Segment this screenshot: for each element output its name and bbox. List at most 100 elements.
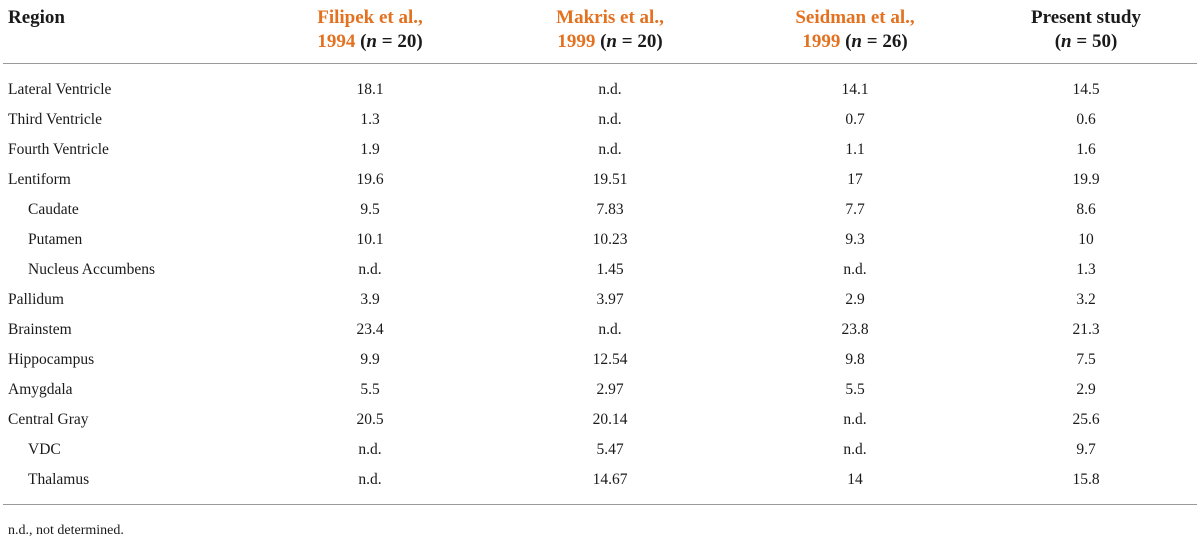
seidman-value-cell: 17 (847, 171, 863, 188)
present-study-value-cell: 19.9 (1072, 171, 1100, 188)
makris-n-value: = 20) (621, 31, 663, 52)
region-cell: Amygdala (8, 381, 73, 398)
seidman-value-cell: n.d. (843, 441, 867, 458)
seidman-value-cell: 7.7 (845, 201, 865, 218)
volume-comparison-table: Region Filipek et al., 1994 (n = 20) Mak… (3, 0, 1197, 505)
makris-value-cell: 7.83 (596, 201, 624, 218)
filipek-column-header: Filipek et al., 1994 (n = 20) (317, 7, 423, 52)
present-study-value-cell: 9.7 (1076, 441, 1096, 458)
seidman-value-cell: n.d. (843, 411, 867, 428)
present-study-value-cell: 1.6 (1076, 141, 1096, 158)
filipek-value-cell: 10.1 (356, 231, 384, 248)
table-row: Pallidum 3.9 3.97 2.9 3.2 (3, 284, 1197, 314)
filipek-value-cell: n.d. (358, 441, 382, 458)
filipek-value-cell: 5.5 (360, 381, 380, 398)
present-study-value-cell: 8.6 (1076, 201, 1096, 218)
region-cell: Hippocampus (8, 351, 95, 368)
makris-value-cell: 2.97 (596, 381, 624, 398)
makris-value-cell: n.d. (598, 81, 622, 98)
table-row: VDC n.d. 5.47 n.d. 9.7 (3, 434, 1197, 464)
filipek-reference-year[interactable]: 1994 (317, 31, 356, 52)
makris-reference-link[interactable]: Makris et al., (556, 7, 664, 28)
filipek-value-cell: n.d. (358, 261, 382, 278)
table-row: Caudate 9.5 7.83 7.7 8.6 (3, 194, 1197, 224)
region-column-header: Region (8, 7, 65, 28)
filipek-value-cell: 1.9 (360, 141, 380, 158)
makris-reference-year[interactable]: 1999 (557, 31, 596, 52)
present-study-n-label: n (1061, 31, 1072, 52)
region-cell: Central Gray (8, 411, 89, 428)
seidman-value-cell: n.d. (843, 261, 867, 278)
filipek-value-cell: 9.5 (360, 201, 380, 218)
present-study-n-value: = 50) (1076, 31, 1118, 52)
filipek-n-value: = 20) (381, 31, 423, 52)
table-row: Lentiform 19.6 19.51 17 19.9 (3, 164, 1197, 194)
table-header: Region Filipek et al., 1994 (n = 20) Mak… (3, 0, 1197, 64)
table-row: Lateral Ventricle 18.1 n.d. 14.1 14.5 (3, 64, 1197, 105)
seidman-value-cell: 23.8 (841, 321, 869, 338)
makris-value-cell: 20.14 (592, 411, 628, 428)
filipek-value-cell: 3.9 (360, 291, 380, 308)
filipek-value-cell: n.d. (358, 471, 382, 488)
table-row: Fourth Ventricle 1.9 n.d. 1.1 1.6 (3, 134, 1197, 164)
filipek-value-cell: 18.1 (356, 81, 384, 98)
region-cell: Third Ventricle (8, 111, 102, 128)
filipek-value-cell: 1.3 (360, 111, 380, 128)
filipek-value-cell: 23.4 (356, 321, 384, 338)
present-study-value-cell: 10 (1078, 231, 1094, 248)
seidman-reference-year[interactable]: 1999 (802, 31, 841, 52)
seidman-column-header: Seidman et al., 1999 (n = 26) (795, 7, 915, 52)
table-row: Brainstem 23.4 n.d. 23.8 21.3 (3, 314, 1197, 344)
region-cell: VDC (28, 441, 61, 458)
table-row: Hippocampus 9.9 12.54 9.8 7.5 (3, 344, 1197, 374)
present-study-value-cell: 2.9 (1076, 381, 1096, 398)
filipek-n-label: n (366, 31, 377, 52)
region-cell: Pallidum (8, 291, 64, 308)
makris-value-cell: 3.97 (596, 291, 624, 308)
seidman-value-cell: 9.3 (845, 231, 865, 248)
filipek-reference-link[interactable]: Filipek et al., (317, 7, 423, 28)
region-cell: Nucleus Accumbens (28, 261, 155, 278)
makris-value-cell: 12.54 (592, 351, 628, 368)
makris-column-header: Makris et al., 1999 (n = 20) (556, 7, 664, 52)
present-study-column-header: Present study (n = 50) (1031, 7, 1141, 52)
present-study-title: Present study (1031, 7, 1141, 28)
present-study-value-cell: 7.5 (1076, 351, 1096, 368)
table-row: Putamen 10.1 10.23 9.3 10 (3, 224, 1197, 254)
present-study-value-cell: 0.6 (1076, 111, 1096, 128)
present-study-value-cell: 15.8 (1072, 471, 1100, 488)
makris-value-cell: 10.23 (592, 231, 628, 248)
seidman-reference-link[interactable]: Seidman et al., (795, 7, 915, 28)
table-row: Nucleus Accumbens n.d. 1.45 n.d. 1.3 (3, 254, 1197, 284)
region-cell: Putamen (28, 231, 83, 248)
present-study-value-cell: 3.2 (1076, 291, 1096, 308)
seidman-value-cell: 14 (847, 471, 863, 488)
filipek-value-cell: 9.9 (360, 351, 380, 368)
makris-value-cell: 19.51 (592, 171, 628, 188)
region-cell: Fourth Ventricle (8, 141, 109, 158)
region-cell: Thalamus (28, 471, 90, 488)
seidman-value-cell: 1.1 (845, 141, 865, 158)
table-body: Lateral Ventricle 18.1 n.d. 14.1 14.5 Third V… (3, 64, 1197, 505)
region-cell: Lateral Ventricle (8, 81, 112, 98)
table-footnote: n.d., not determined. (8, 523, 124, 538)
filipek-value-cell: 20.5 (356, 411, 384, 428)
filipek-value-cell: 19.6 (356, 171, 384, 188)
makris-value-cell: 1.45 (596, 261, 624, 278)
seidman-value-cell: 2.9 (845, 291, 865, 308)
makris-value-cell: n.d. (598, 141, 622, 158)
seidman-value-cell: 9.8 (845, 351, 865, 368)
table-row: Amygdala 5.5 2.97 5.5 2.9 (3, 374, 1197, 404)
region-cell: Brainstem (8, 321, 72, 338)
makris-value-cell: n.d. (598, 111, 622, 128)
seidman-value-cell: 5.5 (845, 381, 865, 398)
seidman-n-value: = 26) (866, 31, 908, 52)
table-row: Thalamus n.d. 14.67 14 15.8 (3, 464, 1197, 505)
present-study-value-cell: 21.3 (1072, 321, 1100, 338)
table-row: Third Ventricle 1.3 n.d. 0.7 0.6 (3, 104, 1197, 134)
present-study-value-cell: 1.3 (1076, 261, 1096, 278)
seidman-value-cell: 14.1 (841, 81, 869, 98)
present-study-value-cell: 25.6 (1072, 411, 1100, 428)
makris-value-cell: 14.67 (592, 471, 628, 488)
